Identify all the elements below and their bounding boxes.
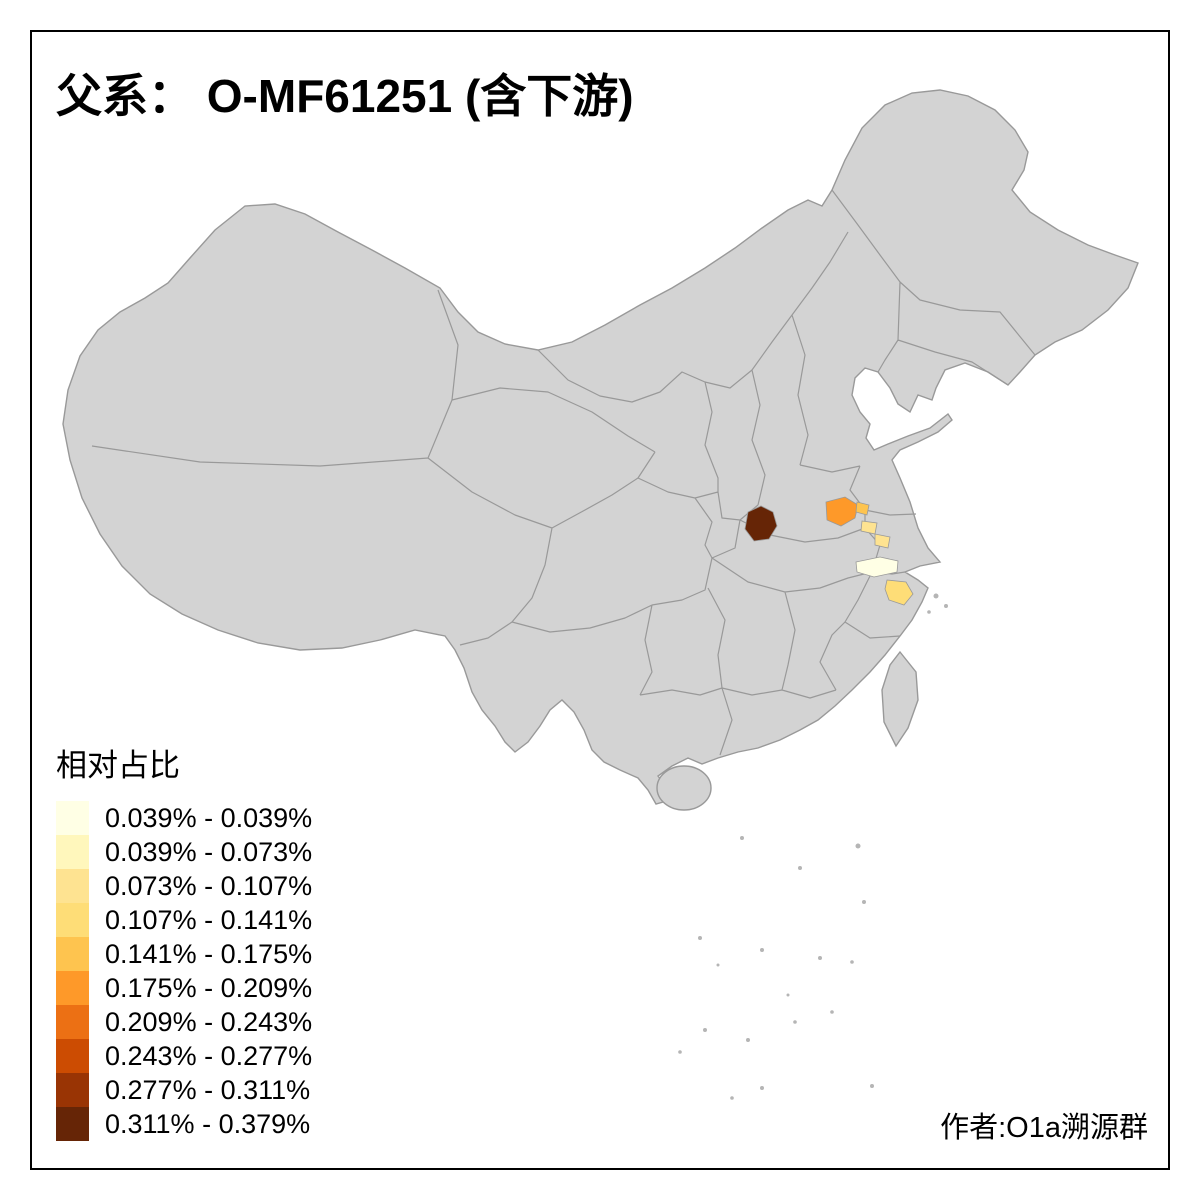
map-region-pale (855, 556, 899, 578)
legend-item: 0.311% - 0.379% (56, 1107, 312, 1141)
legend-item: 0.141% - 0.175% (56, 937, 312, 971)
legend-label: 0.175% - 0.209% (105, 972, 313, 1003)
mainland-outline (62, 89, 1139, 805)
legend-item: 0.277% - 0.311% (56, 1073, 312, 1107)
south-china-sea-islands (678, 836, 874, 1100)
hainan-island (656, 765, 712, 811)
legend-swatch (56, 801, 89, 835)
map-region-coast-yellow (884, 579, 914, 606)
legend-item: 0.243% - 0.277% (56, 1039, 312, 1073)
province-borders (91, 189, 1036, 756)
legend-swatch (56, 869, 89, 903)
legend-label: 0.209% - 0.243% (105, 1006, 313, 1037)
legend-swatch (56, 1005, 89, 1039)
legend-label: 0.243% - 0.277% (105, 1040, 313, 1071)
legend-swatch (56, 1073, 89, 1107)
map-region-lightyellow-2 (874, 533, 891, 549)
legend-item: 0.039% - 0.039% (56, 801, 312, 835)
legend-label: 0.311% - 0.379% (105, 1108, 311, 1139)
legend-label: 0.073% - 0.107% (105, 870, 313, 901)
legend: 相对占比 0.039% - 0.039% 0.039% - 0.073% 0.0… (56, 740, 312, 1141)
map-region-orange-small (855, 501, 870, 516)
legend-item: 0.107% - 0.141% (56, 903, 312, 937)
attribution: 作者:O1a溯源群 (940, 1112, 1148, 1144)
legend-title: 相对占比 (56, 748, 180, 783)
legend-swatch (56, 971, 89, 1005)
legend-swatch (56, 937, 89, 971)
legend-item: 0.209% - 0.243% (56, 1005, 312, 1039)
map-region-central-dark (744, 505, 778, 542)
coastal-islets (927, 593, 948, 614)
legend-label: 0.141% - 0.175% (105, 938, 313, 969)
legend-item: 0.175% - 0.209% (56, 971, 312, 1005)
map-region-orange-large (825, 496, 859, 527)
taiwan-island (881, 650, 919, 748)
legend-label: 0.039% - 0.039% (105, 802, 313, 833)
legend-swatch (56, 835, 89, 869)
legend-label: 0.107% - 0.141% (105, 904, 313, 935)
legend-label: 0.039% - 0.073% (105, 836, 313, 867)
legend-item: 0.073% - 0.107% (56, 869, 312, 903)
legend-label: 0.277% - 0.311% (105, 1074, 311, 1105)
legend-swatch (56, 1039, 89, 1073)
legend-item: 0.039% - 0.073% (56, 835, 312, 869)
page-title: 父系： O-MF61251 (含下游) (56, 70, 634, 122)
legend-swatch (56, 1107, 89, 1141)
legend-swatch (56, 903, 89, 937)
